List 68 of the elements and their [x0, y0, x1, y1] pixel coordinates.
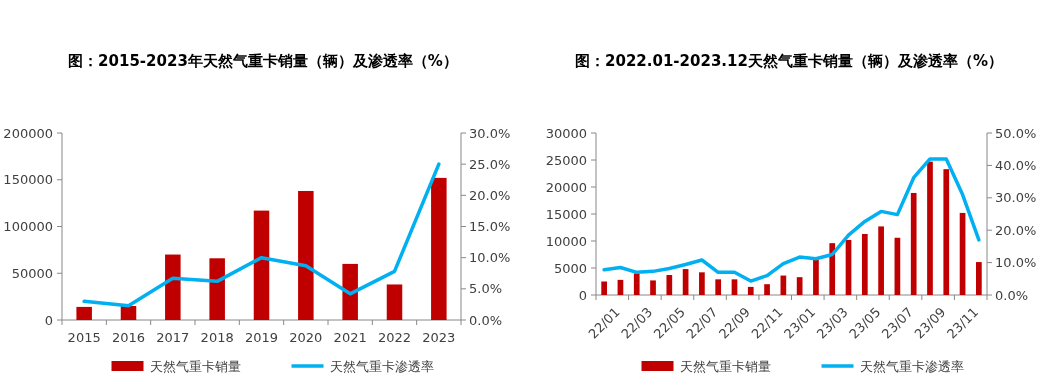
bar [209, 258, 225, 320]
bar [601, 281, 607, 295]
y-tick-label: 50000 [11, 265, 53, 281]
bar [699, 272, 705, 295]
y2-tick-label: 30.0% [995, 190, 1037, 206]
bar [633, 273, 640, 295]
bar [76, 306, 92, 320]
bar [731, 279, 738, 295]
y2-tick-label: 50.0% [995, 125, 1037, 141]
y-tick-label: 15000 [545, 206, 587, 222]
bar [431, 177, 447, 320]
bar [878, 226, 884, 295]
bar [666, 275, 673, 295]
y2-tick-label: 20.0% [995, 222, 1037, 238]
bar [253, 210, 270, 320]
y2-tick-label: 20.0% [469, 187, 511, 203]
legend-label: 天然气重卡销量 [149, 359, 241, 374]
chart-title: 图：2022.01-2023.12天然气重卡销量（辆）及渗透率（%） [575, 52, 1003, 70]
bar [650, 280, 656, 295]
y2-tick-label: 10.0% [469, 250, 511, 266]
x-tick-label: 2017 [156, 330, 190, 345]
y-tick-label: 0 [44, 312, 53, 328]
bar [386, 284, 403, 320]
bar [342, 263, 358, 320]
x-tick-label: 2016 [111, 330, 146, 345]
x-tick-label: 2019 [244, 330, 279, 345]
y2-tick-label: 40.0% [995, 157, 1037, 173]
bar [120, 305, 137, 320]
legend-label: 天然气重卡渗透率 [859, 359, 964, 374]
x-tick-label: 2022 [377, 330, 412, 345]
x-tick-label: 2015 [67, 330, 101, 345]
y-tick-label: 5000 [553, 260, 587, 276]
y2-tick-label: 15.0% [469, 219, 511, 234]
x-tick-label: 2023 [422, 330, 456, 345]
y-tick-label: 25000 [545, 152, 587, 168]
x-tick-label: 2020 [289, 330, 323, 345]
y-tick-label: 30000 [545, 125, 587, 141]
y-tick-label: 200000 [3, 125, 53, 141]
line-series [602, 157, 981, 283]
y-tick-label: 10000 [545, 233, 587, 249]
bar [764, 284, 770, 295]
y2-tick-label: 0.0% [995, 287, 1029, 303]
bar [298, 190, 314, 320]
line-series [82, 162, 441, 308]
y2-tick-label: 30.0% [469, 125, 511, 141]
bar [943, 169, 950, 295]
y2-tick-label: 0.0% [469, 312, 503, 328]
y-tick-label: 100000 [3, 219, 53, 234]
y2-tick-label: 25.0% [469, 156, 511, 172]
x-tick-label: 2018 [200, 330, 234, 345]
y2-tick-label: 10.0% [995, 255, 1037, 271]
bar [861, 233, 868, 295]
bar [715, 279, 722, 295]
bar [165, 254, 181, 320]
bar [813, 259, 819, 295]
y2-tick-label: 5.0% [469, 281, 503, 297]
y-tick-label: 150000 [3, 172, 53, 188]
legend-label: 天然气重卡渗透率 [329, 359, 434, 374]
bar [910, 192, 917, 295]
bar [829, 243, 836, 295]
legend-label: 天然气重卡销量 [679, 359, 771, 374]
y-tick-label: 20000 [545, 179, 587, 195]
bar [747, 286, 754, 295]
y-tick-label: 0 [578, 287, 587, 303]
chart-title: 图：2015-2023年天然气重卡销量（辆）及渗透率（%） [68, 52, 458, 70]
bar [927, 161, 933, 295]
bar [976, 262, 982, 295]
x-tick-label: 2021 [333, 330, 367, 345]
